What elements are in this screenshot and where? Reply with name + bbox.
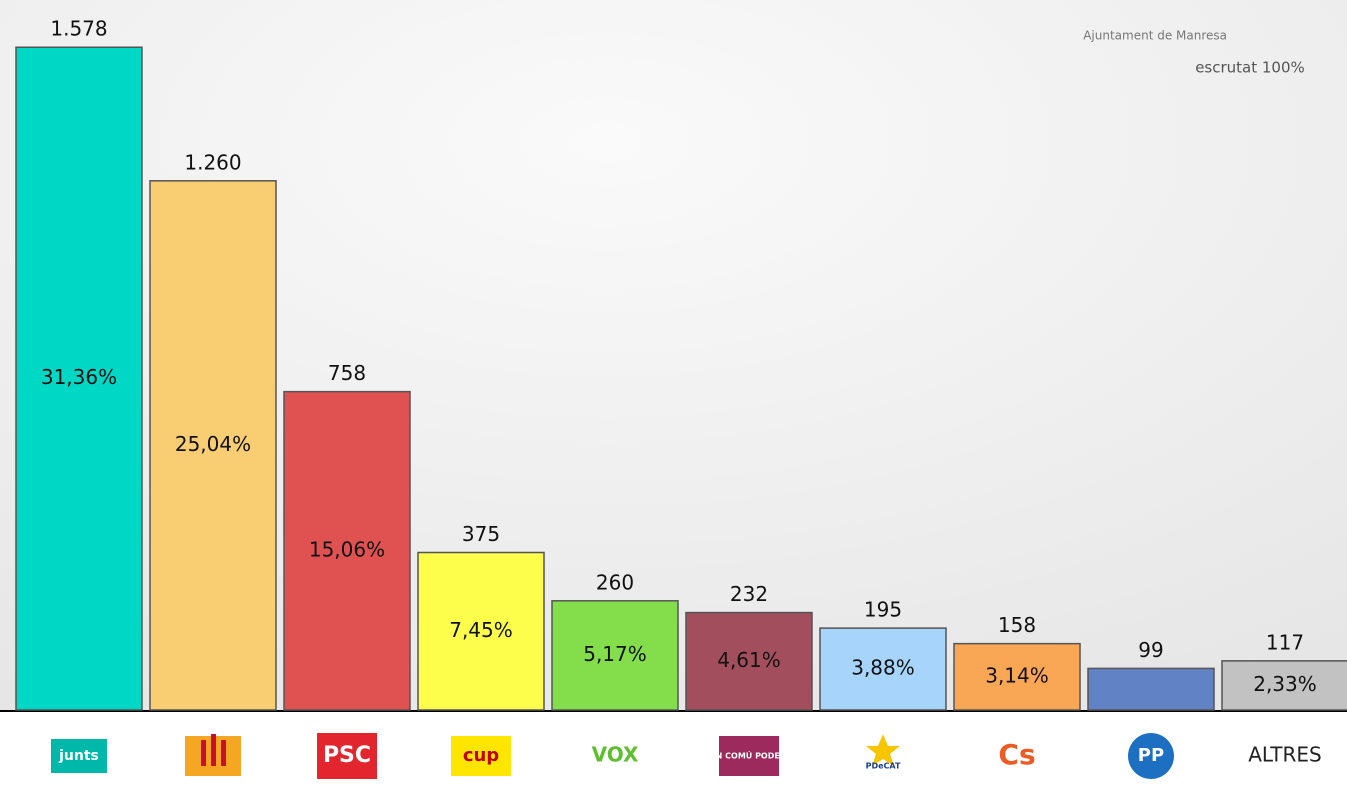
value-label: 1.578 [50,17,107,41]
category-label: junts [58,748,99,764]
value-label: 260 [596,570,634,594]
category-label: PSC [323,743,371,768]
share-label: 5,17% [583,642,647,666]
value-label: 158 [998,613,1036,637]
share-label: 31,36% [41,365,117,389]
status: escrutat 100% [1195,59,1305,77]
category-label: PDeCAT [866,762,901,771]
category-label: EN COMÚ PODEM [710,750,788,761]
category-label: ALTRES [1248,743,1322,767]
value-label: 375 [462,522,500,546]
value-label: 232 [730,582,768,606]
value-label: 758 [328,361,366,385]
share-label: 15,06% [309,537,385,561]
party-logo [201,740,206,766]
value-label: 1.260 [184,150,241,174]
party-logo [221,740,226,766]
chart: Ajuntament de Manresa escrutat 100% 1.57… [0,0,1347,785]
share-label: 4,61% [717,648,781,672]
header-note: Ajuntament de Manresa [1083,29,1227,43]
category-label: Cs [998,738,1035,771]
category-label: PP [1138,745,1164,766]
share-label: 3,14% [985,663,1049,687]
value-label: 195 [864,598,902,622]
share-label: 3,88% [851,656,915,680]
bar [1088,668,1214,710]
value-label: 117 [1266,630,1304,654]
share-label: 2,33% [1253,672,1317,696]
share-label: 25,04% [175,432,251,456]
party-logo [211,734,216,766]
category-label: cup [463,745,499,766]
category-label: VOX [592,743,639,767]
share-label: 7,45% [449,618,513,642]
value-label: 99 [1138,638,1163,662]
